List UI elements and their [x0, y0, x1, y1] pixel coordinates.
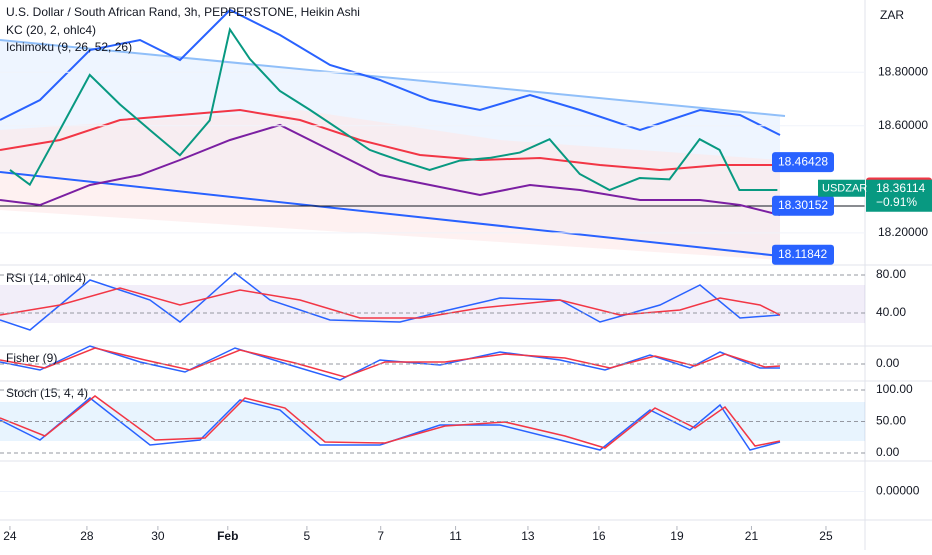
x-tick-label: 5: [304, 529, 311, 543]
rsi-ma: [0, 287, 781, 319]
y-tick-label: 18.80000: [878, 64, 928, 78]
indicator-label: Ichimoku (9, 26, 52, 26): [6, 40, 132, 54]
rsi-line: [0, 272, 781, 331]
symbol-tag: [818, 179, 865, 197]
indicator-label: KC (20, 2, ohlc4): [6, 23, 96, 37]
cloud-fill: [0, 110, 780, 260]
x-tick-label: 24: [3, 529, 17, 543]
price-tag-label: 18.46428: [778, 154, 828, 168]
x-tick-label: 7: [377, 529, 384, 543]
keltner-lower: [0, 123, 781, 216]
price-tag: [772, 244, 834, 265]
change-label: −0.91%: [876, 195, 917, 209]
price-tag: [772, 195, 834, 216]
x-tick-label: Feb: [217, 529, 238, 543]
pane-tick-label: 0.00000: [876, 484, 920, 498]
price-tag: [772, 152, 834, 173]
trend-line: [0, 39, 786, 117]
y-tick-label: 18.20000: [878, 225, 928, 239]
pane-tick-label: 40.00: [876, 305, 906, 319]
price-tag-label: 18.11842: [778, 247, 827, 261]
pane-tick-label: 0.00: [876, 356, 900, 370]
pane-tick-label: 80.00: [876, 267, 906, 281]
pane-label: Stoch (15, 4, 4): [6, 386, 88, 400]
x-tick-label: 30: [151, 529, 165, 543]
stoch-d: [0, 395, 781, 449]
chart-title: U.S. Dollar / South African Rand, 3h, PE…: [6, 5, 360, 19]
last-price-tag: [866, 179, 932, 212]
x-tick-label: 25: [819, 529, 833, 543]
x-tick-label: 28: [80, 529, 94, 543]
symbol-label: USDZAR: [822, 183, 867, 195]
stoch-k: [0, 397, 781, 451]
pane-label: RSI (14, ohlc4): [6, 271, 86, 285]
pane-tick-label: 50.00: [876, 414, 906, 428]
x-tick-label: 16: [592, 529, 606, 543]
pane-label: Fisher (9): [6, 351, 57, 365]
y-tick-label: 18.60000: [878, 118, 928, 132]
last-price-label: 18.36114: [876, 181, 925, 195]
price-tag-label: 18.30152: [778, 198, 828, 212]
x-tick-label: 13: [521, 529, 535, 543]
price-line: [9, 26, 778, 192]
x-tick-label: 11: [449, 529, 462, 543]
pane-tick-label: 0.00: [876, 445, 900, 459]
ichimoku-line: [0, 108, 780, 172]
stoch-band: [0, 402, 865, 441]
x-tick-label: 19: [670, 529, 684, 543]
trend-line: [0, 171, 781, 257]
keltner-upper: [0, 8, 781, 136]
pane-tick-label: 100.00: [876, 382, 913, 396]
x-tick-label: 21: [745, 529, 759, 543]
currency-label: ZAR: [880, 8, 904, 22]
